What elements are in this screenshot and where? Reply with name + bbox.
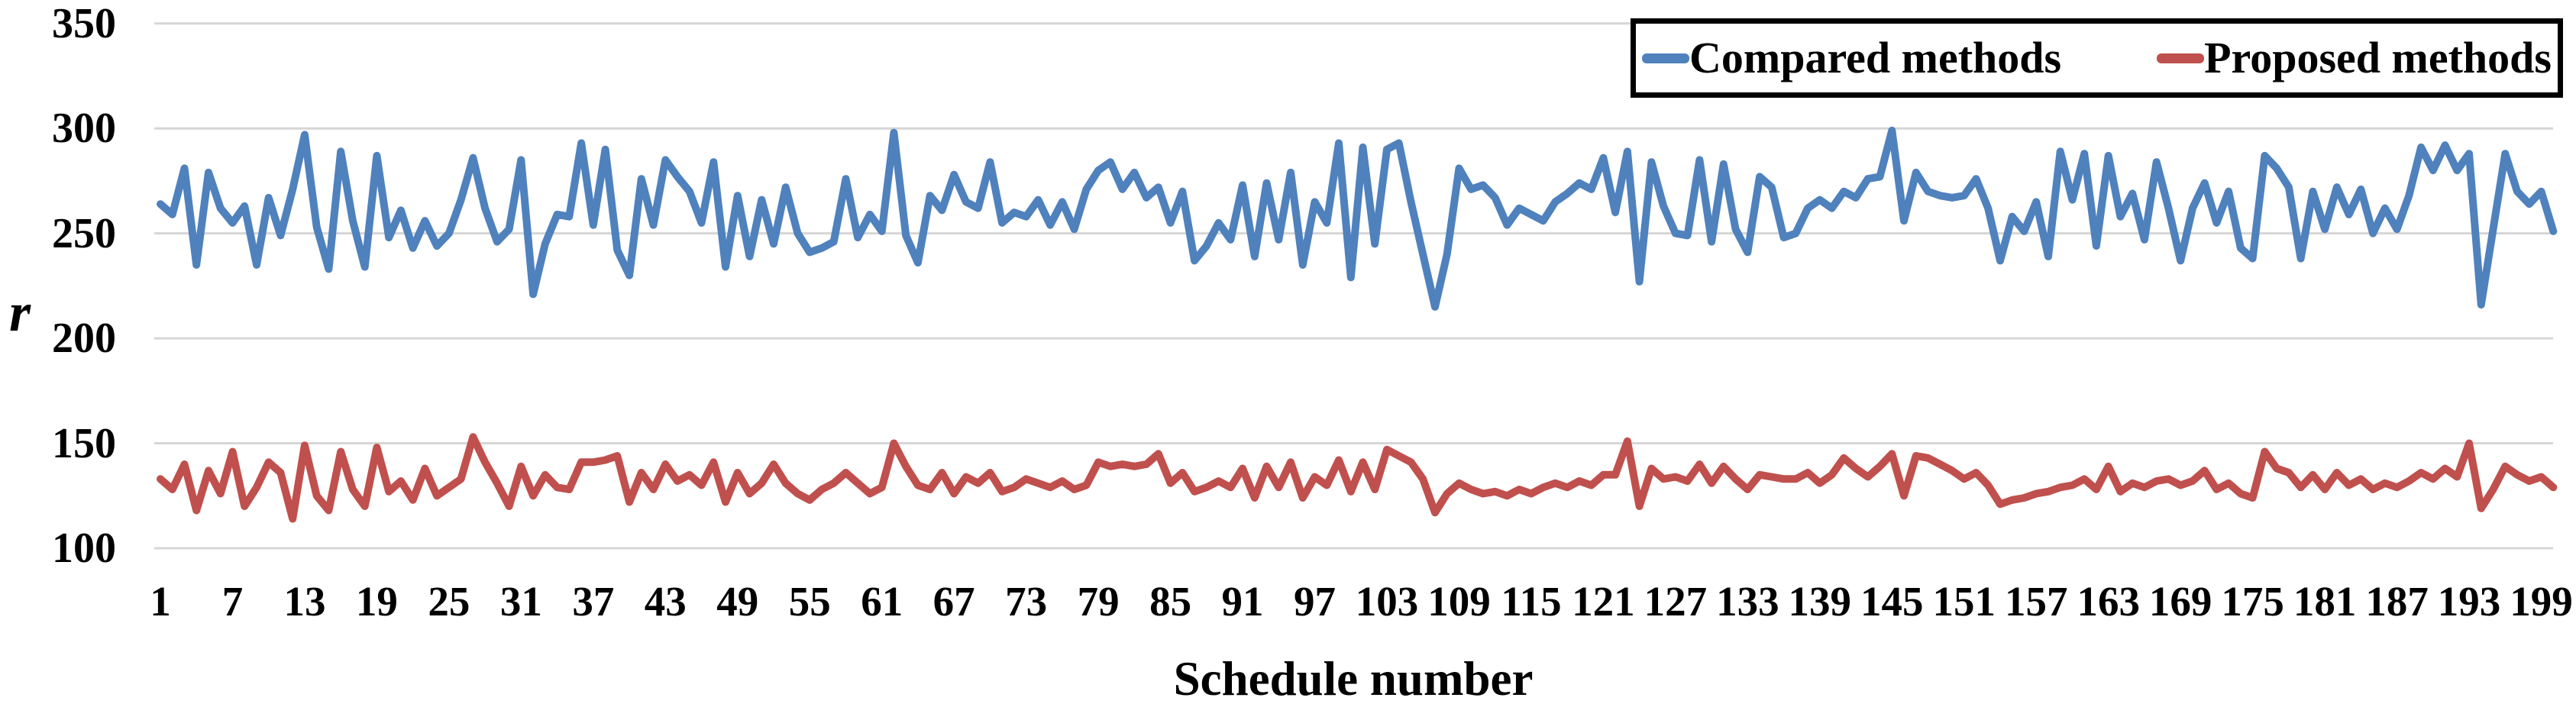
x-tick-label: 67 [932, 578, 975, 625]
x-tick-label: 133 [1716, 578, 1779, 625]
x-tick-label: 37 [572, 578, 615, 625]
x-tick-label: 181 [2293, 578, 2357, 625]
x-tick-label: 97 [1294, 578, 1336, 625]
y-tick-label: 300 [52, 105, 116, 153]
x-tick-label: 169 [2148, 578, 2212, 625]
x-tick-label: 151 [1932, 578, 1996, 625]
x-tick-label: 139 [1788, 578, 1852, 625]
legend-line-swatch-proposed [2157, 53, 2205, 63]
x-tick-label: 31 [499, 578, 542, 625]
y-axis-title: r [9, 282, 31, 343]
legend-label-compared: Compared methods [1689, 33, 2062, 82]
x-tick-label: 187 [2365, 578, 2429, 625]
x-tick-label: 61 [861, 578, 903, 625]
x-tick-label: 55 [788, 578, 831, 625]
x-tick-label: 73 [1005, 578, 1048, 625]
legend: Compared methods Proposed methods [1631, 18, 2563, 98]
x-tick-label: 145 [1860, 578, 1924, 625]
x-tick-label: 1 [150, 578, 171, 625]
x-tick-label: 25 [428, 578, 470, 625]
x-tick-label: 109 [1427, 578, 1491, 625]
x-tick-label: 121 [1572, 578, 1635, 625]
y-tick-label: 200 [52, 315, 116, 363]
x-tick-label: 7 [221, 578, 244, 625]
series-line-proposed-methods [157, 433, 2558, 523]
x-tick-label: 85 [1149, 578, 1192, 625]
legend-label-proposed: Proposed methods [2204, 33, 2552, 82]
y-tick-label: 150 [52, 419, 116, 467]
legend-entry-proposed: Proposed methods [2157, 36, 2552, 80]
x-tick-label: 13 [283, 578, 326, 625]
x-tick-label: 43 [644, 578, 687, 625]
x-tick-label: 49 [716, 578, 759, 625]
x-tick-label: 91 [1221, 578, 1264, 625]
x-tick-label: 79 [1077, 578, 1120, 625]
series-line-compared-methods [157, 126, 2558, 311]
x-tick-label: 193 [2437, 578, 2501, 625]
legend-entry-compared: Compared methods [1642, 36, 2061, 80]
x-tick-label: 163 [2077, 578, 2140, 625]
y-tick-label: 350 [52, 0, 116, 47]
x-tick-label: 103 [1355, 578, 1419, 625]
y-tick-label: 250 [52, 209, 116, 257]
x-tick-label: 199 [2510, 578, 2573, 625]
x-tick-label: 19 [355, 578, 398, 625]
x-tick-label: 115 [1501, 578, 1562, 625]
x-axis-title: Schedule number [1173, 652, 1534, 706]
x-tick-label: 127 [1644, 578, 1708, 625]
y-tick-label: 100 [52, 525, 116, 572]
x-tick-label: 175 [2221, 578, 2284, 625]
legend-line-swatch-compared [1642, 53, 1689, 63]
x-tick-label: 157 [2004, 578, 2068, 625]
